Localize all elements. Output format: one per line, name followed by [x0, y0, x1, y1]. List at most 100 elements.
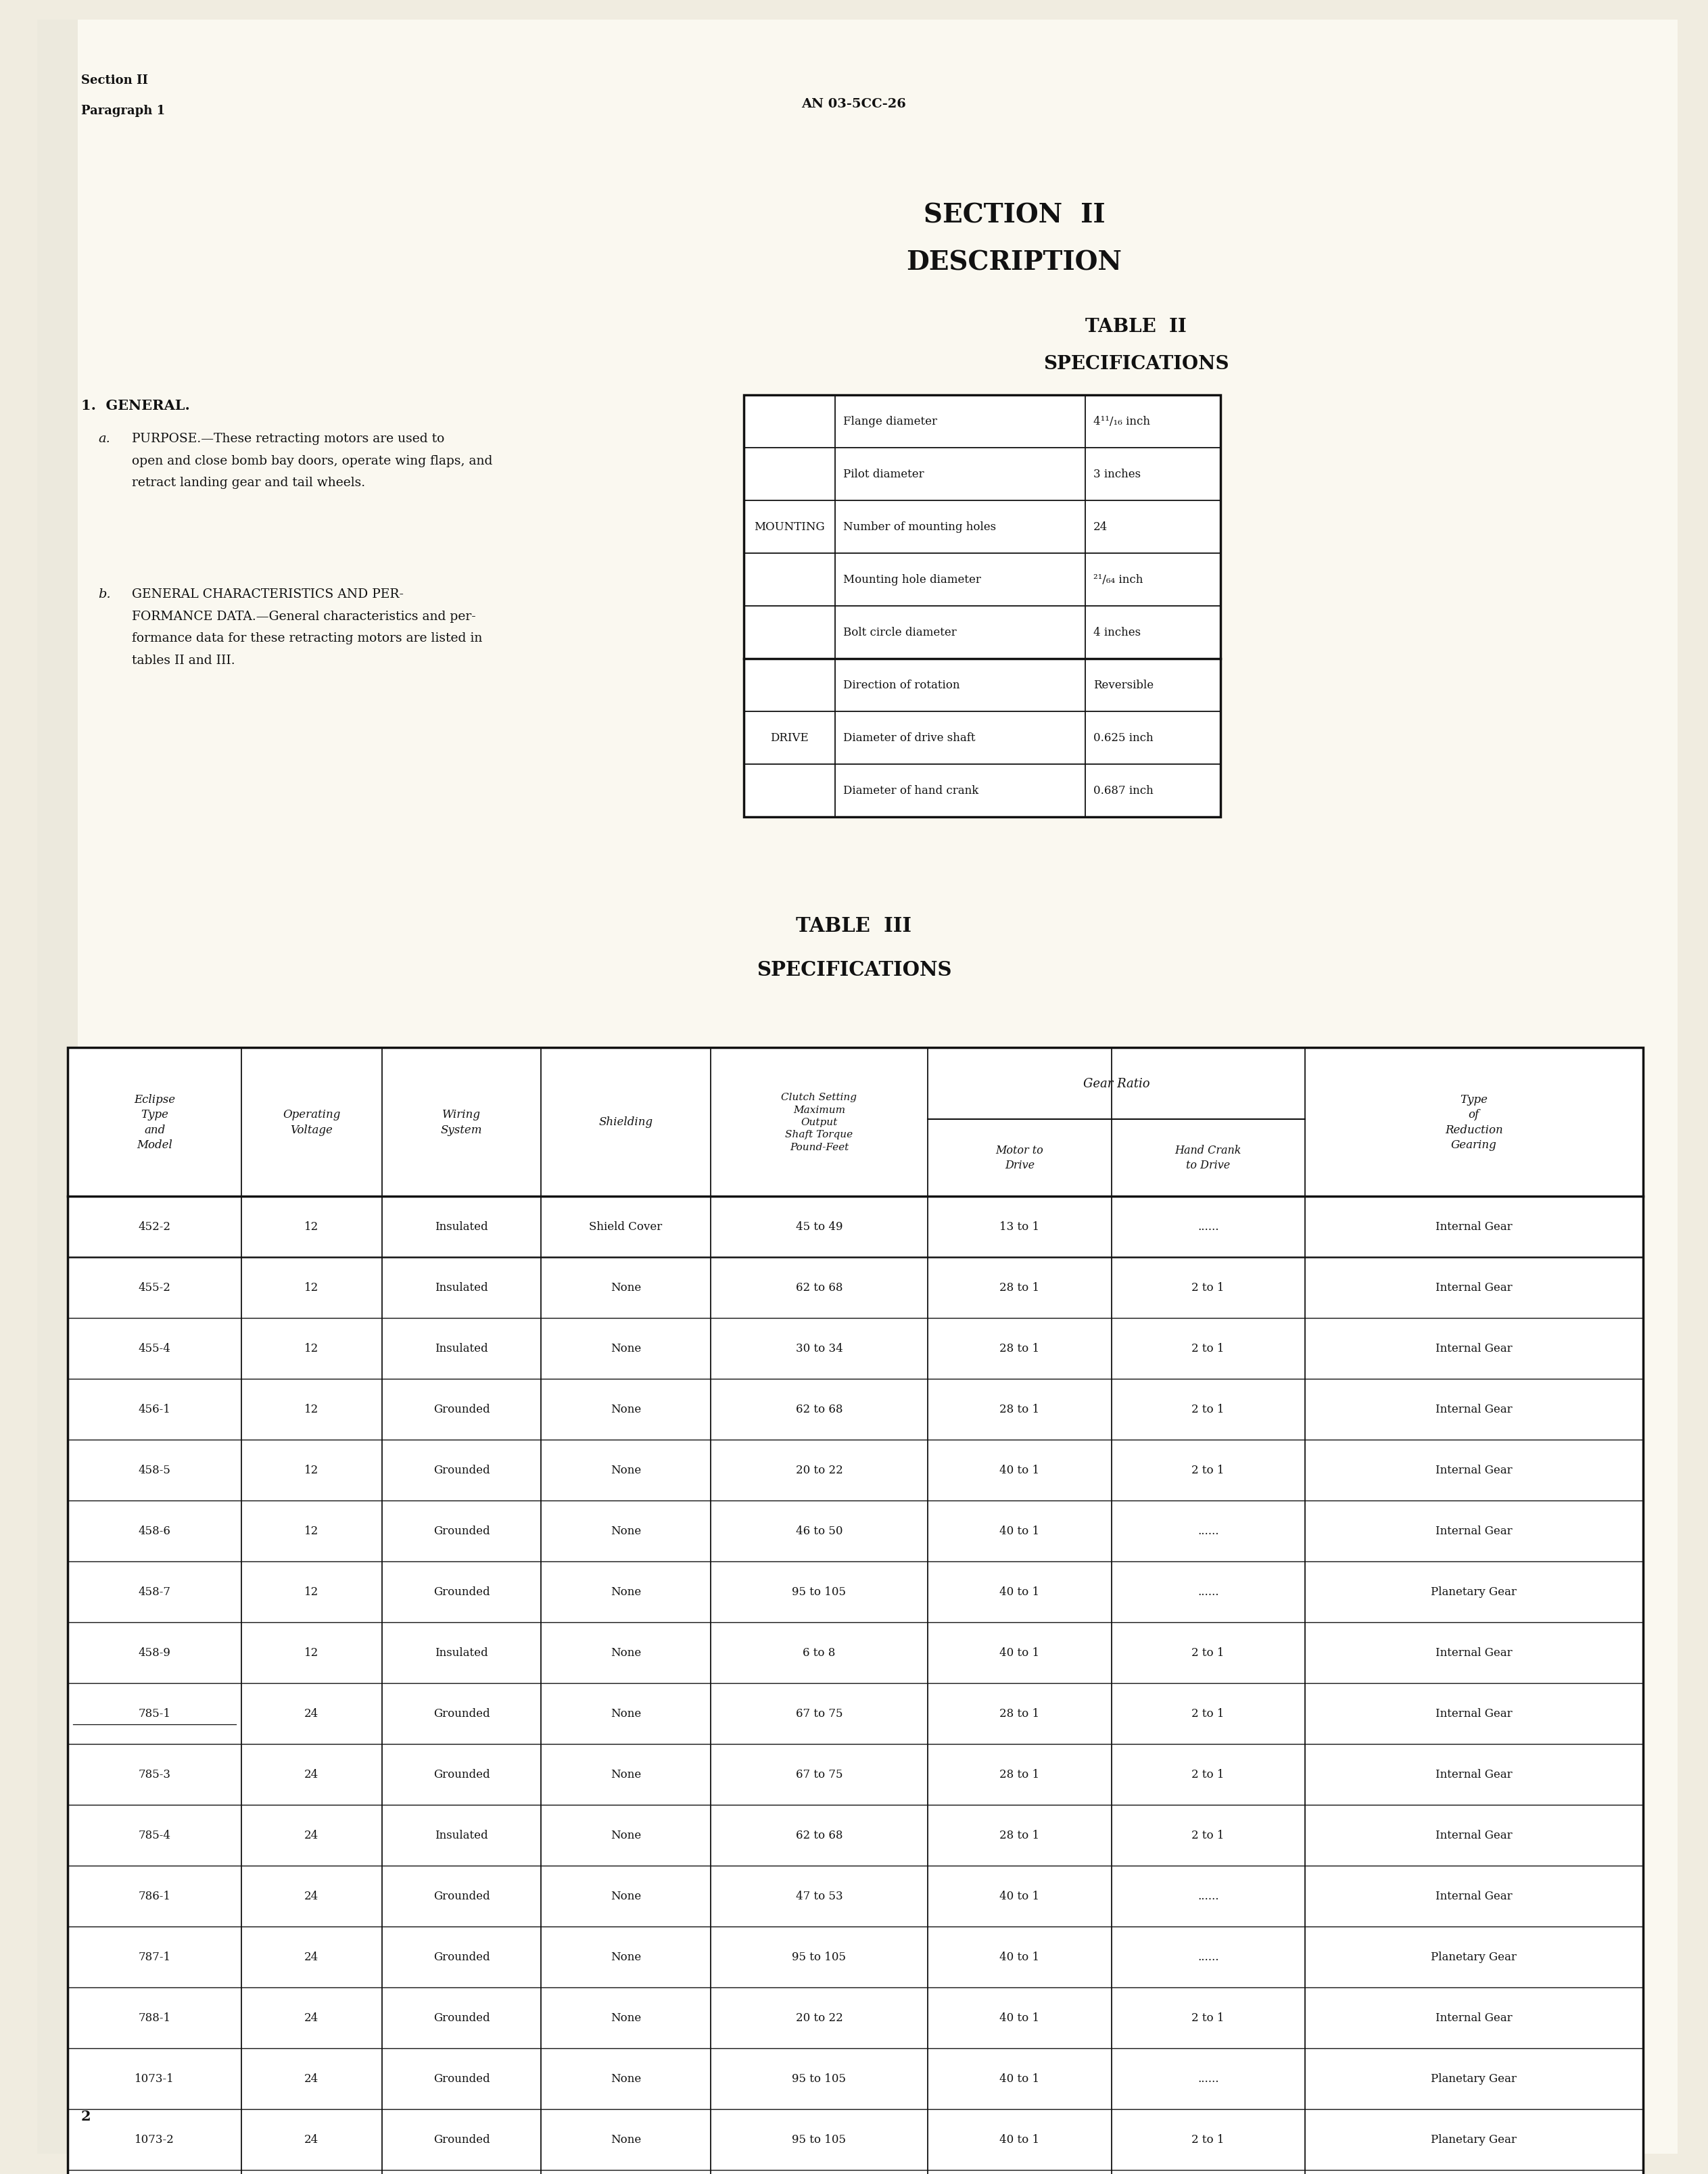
- Text: Internal Gear: Internal Gear: [1435, 2013, 1512, 2024]
- Text: 20 to 22: 20 to 22: [796, 1465, 842, 1476]
- Text: 40 to 1: 40 to 1: [999, 2013, 1040, 2024]
- Text: Operating
Voltage: Operating Voltage: [284, 1109, 340, 1135]
- Text: Internal Gear: Internal Gear: [1435, 1526, 1512, 1537]
- Text: 40 to 1: 40 to 1: [999, 2133, 1040, 2146]
- Text: None: None: [610, 1344, 640, 1354]
- Text: Planetary Gear: Planetary Gear: [1431, 2074, 1517, 2085]
- Text: 2 to 1: 2 to 1: [1192, 1344, 1225, 1354]
- Text: 24: 24: [304, 2074, 319, 2085]
- Text: ......: ......: [1197, 1587, 1220, 1598]
- Text: 28 to 1: 28 to 1: [999, 1283, 1040, 1294]
- Text: 2 to 1: 2 to 1: [1192, 1648, 1225, 1659]
- Text: 2 to 1: 2 to 1: [1192, 1770, 1225, 1781]
- Text: Reversible: Reversible: [1093, 680, 1153, 691]
- Text: Internal Gear: Internal Gear: [1435, 1709, 1512, 1720]
- Text: 455-2: 455-2: [138, 1283, 171, 1294]
- Text: Internal Gear: Internal Gear: [1435, 1344, 1512, 1354]
- Text: 2 to 1: 2 to 1: [1192, 2013, 1225, 2024]
- Text: 95 to 105: 95 to 105: [793, 2133, 845, 2146]
- Text: 785-1: 785-1: [138, 1709, 171, 1720]
- Text: 62 to 68: 62 to 68: [796, 1404, 842, 1415]
- Text: 458-6: 458-6: [138, 1526, 171, 1537]
- Text: 12: 12: [304, 1526, 319, 1537]
- Text: Insulated: Insulated: [436, 1831, 488, 1841]
- Text: ......: ......: [1197, 1526, 1220, 1537]
- Text: a.: a.: [97, 433, 109, 446]
- Text: b.: b.: [97, 589, 111, 600]
- Text: 0.687 inch: 0.687 inch: [1093, 785, 1153, 796]
- Text: 24: 24: [304, 1952, 319, 1963]
- Text: 12: 12: [304, 1283, 319, 1294]
- Text: None: None: [610, 1648, 640, 1659]
- Text: 785-3: 785-3: [138, 1770, 171, 1781]
- Text: 4 inches: 4 inches: [1093, 626, 1141, 639]
- Text: 20 to 22: 20 to 22: [796, 2013, 842, 2024]
- Text: 24: 24: [304, 1831, 319, 1841]
- Text: 40 to 1: 40 to 1: [999, 1587, 1040, 1598]
- Text: 12: 12: [304, 1465, 319, 1476]
- Text: 45 to 49: 45 to 49: [796, 1222, 842, 1233]
- Text: Number of mounting holes: Number of mounting holes: [844, 522, 996, 533]
- Text: Gear Ratio: Gear Ratio: [1083, 1078, 1149, 1089]
- Text: Bolt circle diameter: Bolt circle diameter: [844, 626, 956, 639]
- Text: 12: 12: [304, 1404, 319, 1415]
- Text: 785-4: 785-4: [138, 1831, 171, 1841]
- Text: Direction of rotation: Direction of rotation: [844, 680, 960, 691]
- Text: Planetary Gear: Planetary Gear: [1431, 1952, 1517, 1963]
- Text: 2 to 1: 2 to 1: [1192, 2133, 1225, 2146]
- Text: 28 to 1: 28 to 1: [999, 1831, 1040, 1841]
- Text: Paragraph 1: Paragraph 1: [82, 104, 166, 117]
- Text: ²¹/₆₄ inch: ²¹/₆₄ inch: [1093, 574, 1143, 585]
- Text: 40 to 1: 40 to 1: [999, 1952, 1040, 1963]
- Text: 28 to 1: 28 to 1: [999, 1770, 1040, 1781]
- Bar: [68, 1048, 1643, 2174]
- Text: None: None: [610, 1709, 640, 1720]
- Text: Diameter of hand crank: Diameter of hand crank: [844, 785, 979, 796]
- Text: Planetary Gear: Planetary Gear: [1431, 2133, 1517, 2146]
- Text: 0.625 inch: 0.625 inch: [1093, 733, 1153, 744]
- Text: None: None: [610, 1587, 640, 1598]
- Text: TABLE  II: TABLE II: [1085, 317, 1187, 337]
- Text: Grounded: Grounded: [434, 2013, 490, 2024]
- Text: Grounded: Grounded: [434, 1587, 490, 1598]
- Text: Mounting hole diameter: Mounting hole diameter: [844, 574, 980, 585]
- Text: Grounded: Grounded: [434, 1770, 490, 1781]
- Text: 40 to 1: 40 to 1: [999, 1465, 1040, 1476]
- Text: 24: 24: [304, 1709, 319, 1720]
- Text: Clutch Setting
Maximum
Output
Shaft Torque
Pound-Feet: Clutch Setting Maximum Output Shaft Torq…: [781, 1094, 857, 1152]
- Text: None: None: [610, 1404, 640, 1415]
- Text: 95 to 105: 95 to 105: [793, 1952, 845, 1963]
- Text: 95 to 105: 95 to 105: [793, 1587, 845, 1598]
- Text: 6 to 8: 6 to 8: [803, 1648, 835, 1659]
- Text: 95 to 105: 95 to 105: [793, 2074, 845, 2085]
- Text: Hand Crank
to Drive: Hand Crank to Drive: [1175, 1144, 1242, 1172]
- Text: AN 03-5CC-26: AN 03-5CC-26: [801, 98, 907, 111]
- Text: Internal Gear: Internal Gear: [1435, 1891, 1512, 1902]
- Text: Grounded: Grounded: [434, 1891, 490, 1902]
- Text: Internal Gear: Internal Gear: [1435, 1770, 1512, 1781]
- Bar: [743, 396, 1221, 817]
- Text: 24: 24: [304, 1891, 319, 1902]
- Text: Internal Gear: Internal Gear: [1435, 1404, 1512, 1415]
- Text: 452-2: 452-2: [138, 1222, 171, 1233]
- Text: Insulated: Insulated: [436, 1648, 488, 1659]
- Text: 455-4: 455-4: [138, 1344, 171, 1354]
- Text: Pilot diameter: Pilot diameter: [844, 470, 924, 480]
- Text: 456-1: 456-1: [138, 1404, 171, 1415]
- Text: 788-1: 788-1: [138, 2013, 171, 2024]
- Text: ......: ......: [1197, 1222, 1220, 1233]
- Text: 458-9: 458-9: [138, 1648, 171, 1659]
- Text: None: None: [610, 1465, 640, 1476]
- Text: Shielding: Shielding: [600, 1117, 652, 1128]
- Text: None: None: [610, 2013, 640, 2024]
- Text: None: None: [610, 1526, 640, 1537]
- Text: SPECIFICATIONS: SPECIFICATIONS: [757, 961, 951, 980]
- Text: Eclipse
Type
and
Model: Eclipse Type and Model: [133, 1094, 176, 1150]
- Text: 2 to 1: 2 to 1: [1192, 1283, 1225, 1294]
- Text: Motor to
Drive: Motor to Drive: [996, 1144, 1044, 1172]
- Text: 46 to 50: 46 to 50: [796, 1526, 842, 1537]
- Text: 40 to 1: 40 to 1: [999, 2074, 1040, 2085]
- Text: 458-7: 458-7: [138, 1587, 171, 1598]
- Text: 40 to 1: 40 to 1: [999, 1526, 1040, 1537]
- Text: 3 inches: 3 inches: [1093, 470, 1141, 480]
